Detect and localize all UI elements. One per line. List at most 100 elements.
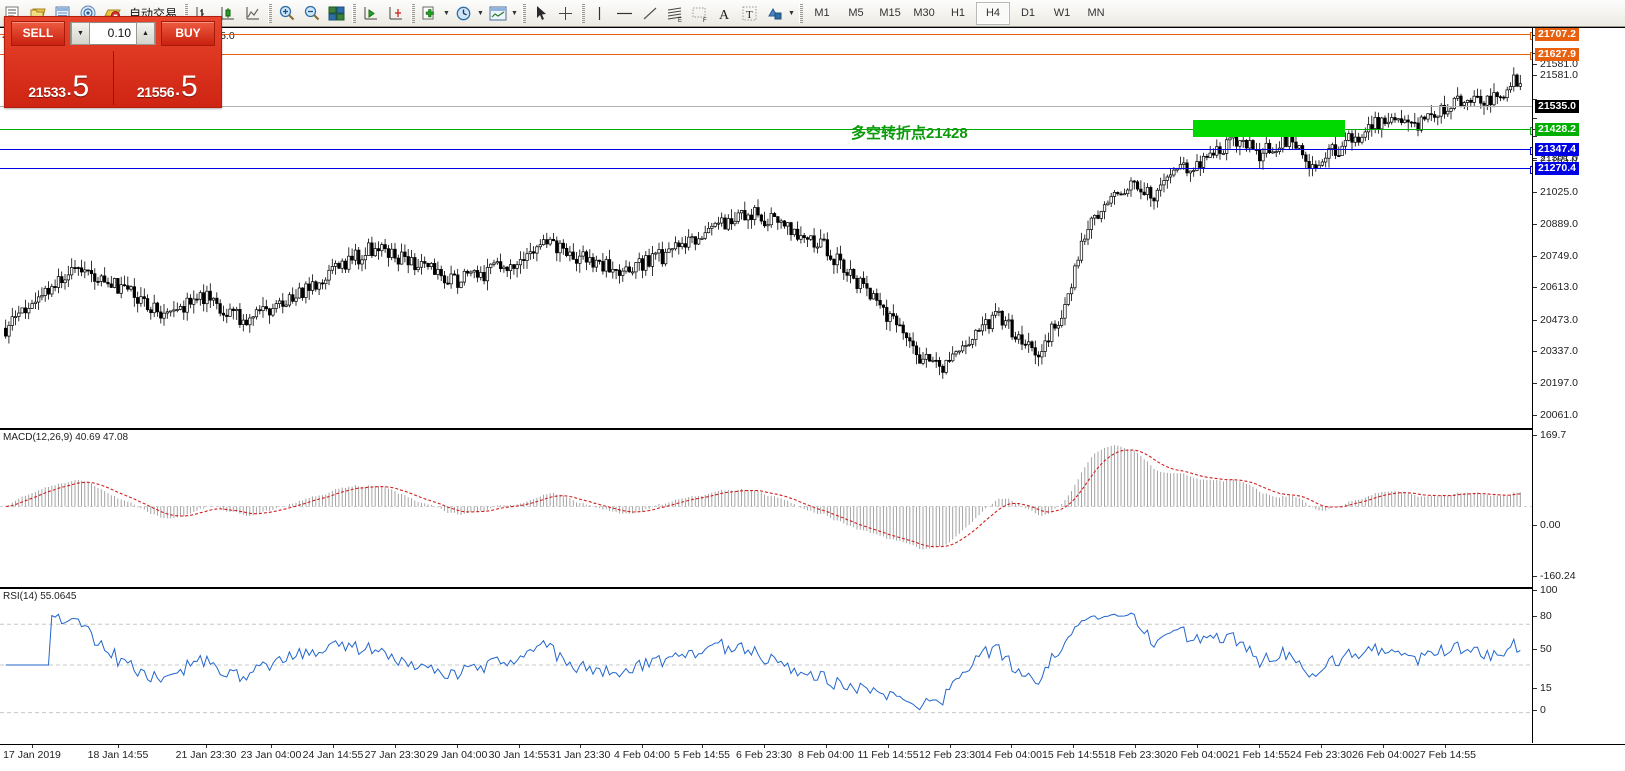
chevron-down-icon[interactable] bbox=[476, 2, 485, 24]
time-axis-label: 18 Jan 14:55 bbox=[87, 749, 149, 761]
chart-annotation-text[interactable]: 多空转折点21428 bbox=[851, 125, 968, 142]
toolbar-separator bbox=[349, 2, 358, 24]
timeframe-d1[interactable]: D1 bbox=[1020, 7, 1036, 19]
equidistant-channel-icon[interactable]: F bbox=[687, 1, 712, 25]
time-axis[interactable]: 17 Jan 2019 18 Jan 14:55 21 Jan 23:30 23 Ja… bbox=[0, 744, 1625, 771]
chevron-down-icon[interactable] bbox=[510, 2, 519, 24]
timeframe-m1[interactable]: M1 bbox=[814, 7, 830, 19]
templates-icon[interactable] bbox=[485, 1, 510, 25]
period-clock-icon[interactable] bbox=[451, 1, 476, 25]
ask-price[interactable]: 21556 . 5 bbox=[114, 51, 222, 105]
time-axis-label: 5 Feb 14:55 bbox=[673, 749, 731, 761]
timeframe-m15[interactable]: M15 bbox=[879, 7, 901, 19]
chevron-down-icon[interactable] bbox=[442, 2, 451, 24]
hline-21707[interactable] bbox=[0, 32, 1538, 40]
crosshair-icon[interactable] bbox=[553, 1, 578, 25]
ask-fraction: 5 bbox=[180, 70, 198, 104]
volume-increment-icon[interactable]: ▲ bbox=[136, 21, 155, 45]
text-box-icon[interactable]: T bbox=[737, 1, 762, 25]
time-tick bbox=[580, 745, 581, 748]
price-tick-label: 20473.0 bbox=[1540, 313, 1578, 326]
auto-scroll-icon[interactable] bbox=[358, 1, 383, 25]
zoom-in-icon[interactable] bbox=[274, 1, 299, 25]
chart-canvas[interactable]: JPN225-,H4 21567.5 21587.5 21532.5 21535… bbox=[0, 27, 1625, 771]
toolbar-separator bbox=[408, 2, 417, 24]
time-tick bbox=[1135, 745, 1136, 748]
vertical-line-icon[interactable] bbox=[587, 1, 612, 25]
bid-integer: 21533 bbox=[28, 84, 66, 100]
svg-text:E: E bbox=[678, 18, 682, 22]
volume-input[interactable]: 0.10 bbox=[90, 22, 136, 44]
bid-price[interactable]: 21533 . 5 bbox=[5, 51, 114, 105]
price-tick-label: 20197.0 bbox=[1540, 377, 1578, 390]
time-axis-label: 24 Jan 14:55 bbox=[302, 749, 364, 761]
hline-21270[interactable] bbox=[0, 166, 1538, 174]
price-tick-label: 20749.0 bbox=[1540, 249, 1578, 262]
timeframe-mn[interactable]: MN bbox=[1087, 7, 1105, 19]
rsi-plot bbox=[0, 612, 1533, 714]
fibonacci-retracement-icon[interactable]: E bbox=[662, 1, 687, 25]
toolbar-separator bbox=[519, 2, 528, 24]
timeframe-m30[interactable]: M30 bbox=[913, 7, 935, 19]
line-chart-icon[interactable] bbox=[240, 1, 265, 25]
toolbar-separator bbox=[265, 2, 274, 24]
time-tick bbox=[519, 745, 520, 748]
candlestick-chart-icon[interactable] bbox=[215, 1, 240, 25]
price-tag-21428-2[interactable]: 21428.2 bbox=[1535, 123, 1579, 136]
buy-button[interactable]: BUY bbox=[161, 20, 215, 46]
one-click-trading-panel[interactable]: SELL ▼ 0.10 ▲ BUY 21533 . 5 21556 . 5 bbox=[4, 16, 222, 108]
horizontal-line-icon[interactable] bbox=[612, 1, 637, 25]
time-tick bbox=[826, 745, 827, 748]
highlight-rectangle[interactable] bbox=[1193, 120, 1345, 137]
rsi-label: RSI(14) 55.0645 bbox=[3, 591, 77, 602]
macd-panel[interactable]: MACD(12,26,9) 40.69 47.08 bbox=[0, 428, 1533, 585]
price-panel[interactable]: 多空转折点21428 bbox=[0, 28, 1538, 425]
volume-stepper[interactable]: ▼ 0.10 ▲ bbox=[70, 21, 156, 45]
timeframe-w1[interactable]: W1 bbox=[1053, 7, 1071, 19]
hline-21535-current bbox=[0, 106, 1533, 107]
time-axis-label: 29 Jan 04:00 bbox=[426, 749, 488, 761]
tile-windows-icon[interactable] bbox=[324, 1, 349, 25]
zoom-out-icon[interactable] bbox=[299, 1, 324, 25]
ask-integer: 21556 bbox=[136, 84, 175, 100]
rsi-panel[interactable]: RSI(14) 55.0645 bbox=[0, 587, 1533, 745]
timeframe-h1[interactable]: H1 bbox=[950, 7, 966, 19]
cursor-icon[interactable] bbox=[528, 1, 553, 25]
time-tick bbox=[1197, 745, 1198, 748]
time-tick bbox=[457, 745, 458, 748]
price-tag-21270-4[interactable]: 21270.4 bbox=[1535, 162, 1579, 175]
price-tag-21627-9[interactable]: 21627.9 bbox=[1535, 48, 1579, 61]
trade-controls-row: SELL ▼ 0.10 ▲ BUY bbox=[5, 17, 221, 49]
text-label-icon[interactable]: A bbox=[712, 1, 737, 25]
svg-text:A: A bbox=[719, 8, 730, 22]
shapes-icon[interactable] bbox=[762, 1, 787, 25]
svg-text:F: F bbox=[703, 18, 707, 22]
price-tag-21535-0[interactable]: 21535.0 bbox=[1535, 100, 1579, 113]
time-axis-label: 23 Jan 04:00 bbox=[240, 749, 302, 761]
timeframe-h4[interactable]: H4 bbox=[976, 1, 1011, 25]
price-tick-label: 21025.0 bbox=[1540, 186, 1578, 199]
price-candles bbox=[4, 67, 1522, 379]
time-tick bbox=[118, 745, 119, 748]
time-axis-label: 18 Feb 23:30 bbox=[1104, 749, 1166, 761]
price-tick-label: 20889.0 bbox=[1540, 217, 1578, 230]
time-axis-label: 20 Feb 04:00 bbox=[1166, 749, 1228, 761]
timeframe-m5[interactable]: M5 bbox=[848, 7, 864, 19]
hline-21347[interactable] bbox=[0, 147, 1538, 155]
trendline-icon[interactable] bbox=[637, 1, 662, 25]
time-axis-label: 11 Feb 14:55 bbox=[857, 749, 919, 761]
time-axis-label: 24 Feb 23:30 bbox=[1290, 749, 1352, 761]
price-tick-label: 20613.0 bbox=[1540, 281, 1578, 294]
volume-decrement-icon[interactable]: ▼ bbox=[71, 21, 90, 45]
price-tag-21347-4[interactable]: 21347.4 bbox=[1535, 143, 1579, 156]
time-tick bbox=[1383, 745, 1384, 748]
time-axis-label: 21 Feb 14:55 bbox=[1228, 749, 1290, 761]
price-axis[interactable]: 21581.021301.021165.021025.020889.020749… bbox=[1532, 28, 1625, 743]
sell-button[interactable]: SELL bbox=[11, 20, 65, 46]
chart-shift-icon[interactable] bbox=[383, 1, 408, 25]
add-indicator-icon[interactable] bbox=[417, 1, 442, 25]
chevron-down-icon[interactable] bbox=[787, 2, 796, 24]
price-tag-21707-2[interactable]: 21707.2 bbox=[1535, 28, 1579, 41]
time-axis-label: 6 Feb 23:30 bbox=[735, 749, 793, 761]
hline-21627[interactable] bbox=[0, 52, 1538, 60]
